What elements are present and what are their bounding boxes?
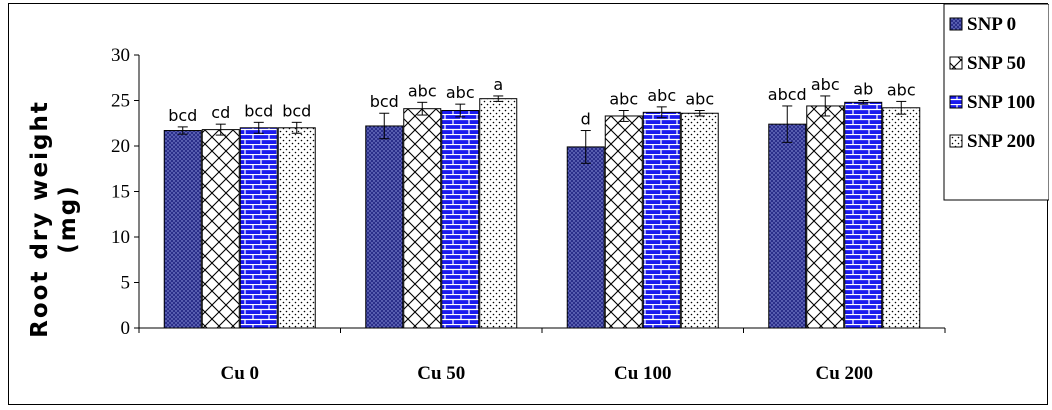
significance-label: bcd	[168, 106, 197, 125]
x-category-label: Cu 50	[417, 363, 465, 384]
bar	[365, 125, 404, 329]
legend-swatch	[949, 17, 963, 31]
bar	[806, 105, 845, 329]
bar	[479, 98, 518, 329]
significance-label: abc	[811, 75, 840, 94]
y-tick-label: 5	[121, 273, 131, 294]
legend: SNP 0 SNP 50 SNP 100 SNP 200	[943, 4, 1049, 201]
x-category-label: Cu 200	[815, 363, 873, 384]
significance-label: abc	[446, 83, 475, 102]
bar	[566, 146, 605, 329]
bar	[201, 129, 240, 329]
significance-label: cd	[211, 103, 230, 122]
significance-label: abc	[647, 86, 676, 105]
legend-label: SNP 0	[967, 14, 1016, 35]
y-axis-title-line1: Root dry weight	[27, 100, 53, 338]
significance-label: abc	[609, 90, 638, 109]
y-tick-label: 15	[111, 182, 130, 203]
legend-swatch	[949, 95, 963, 109]
bar	[642, 111, 681, 329]
y-tick-label: 20	[111, 136, 130, 157]
y-tick-label: 30	[111, 45, 130, 66]
x-category-label: Cu 0	[220, 363, 259, 384]
legend-label: SNP 200	[967, 131, 1035, 152]
significance-label: abcd	[768, 85, 807, 104]
bar	[604, 115, 643, 329]
significance-label: bcd	[370, 92, 399, 111]
bar	[768, 123, 807, 329]
y-tick-label: 10	[111, 227, 130, 248]
significance-label: d	[581, 110, 591, 129]
x-category-label: Cu 100	[614, 363, 672, 384]
legend-swatch	[949, 134, 963, 148]
significance-label: bcd	[282, 101, 311, 120]
legend-label: SNP 50	[967, 53, 1026, 74]
y-axis-title: Root dry weight (mg)	[27, 100, 81, 338]
bar	[239, 127, 278, 329]
significance-label: a	[493, 75, 503, 94]
y-tick-label: 0	[121, 318, 131, 339]
chart-frame: Root dry weight (mg) 0 5 10 15 20 25 30 bcd cd bc…	[8, 3, 1049, 405]
bar	[277, 127, 316, 329]
significance-label: abc	[408, 81, 437, 100]
y-tick-label: 25	[111, 91, 130, 112]
bar	[441, 110, 480, 329]
bar	[882, 107, 921, 329]
bar	[403, 108, 442, 329]
significance-label: ab	[853, 80, 873, 99]
legend-swatch	[949, 56, 963, 70]
y-axis-title-line2: (mg)	[55, 184, 81, 253]
legend-label: SNP 100	[967, 92, 1035, 113]
bar	[844, 101, 883, 329]
bar	[680, 112, 719, 329]
significance-label: abc	[685, 90, 714, 109]
significance-label: bcd	[244, 101, 273, 120]
significance-label: abc	[887, 80, 916, 99]
bar	[163, 130, 202, 329]
